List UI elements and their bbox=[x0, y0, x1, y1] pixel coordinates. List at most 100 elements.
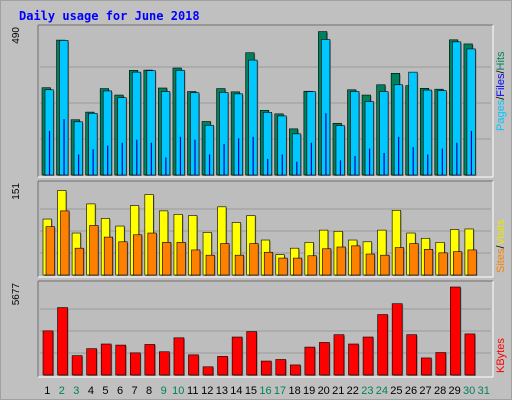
day-label-9: 9 bbox=[161, 385, 167, 397]
bar-sites-day-17 bbox=[278, 257, 288, 276]
day-label-31: 31 bbox=[478, 385, 490, 397]
bar-sites-day-16 bbox=[263, 251, 274, 276]
bar-kbytes-day-6 bbox=[115, 344, 127, 376]
bar-sites-day-21 bbox=[336, 246, 346, 276]
bar-kbytes-day-23 bbox=[362, 336, 374, 376]
bar-sites-day-10 bbox=[176, 242, 186, 276]
legend-kbytes-part-0: KBytes bbox=[495, 338, 507, 373]
day-label-26: 26 bbox=[405, 385, 417, 397]
day-label-16: 16 bbox=[259, 385, 271, 397]
legend-hits-files-pages-part-0: Pages bbox=[495, 99, 507, 131]
bar-kbytes-day-21 bbox=[333, 334, 345, 376]
day-label-29: 29 bbox=[449, 385, 461, 397]
bar-kbytes-day-15 bbox=[246, 331, 257, 376]
bar-sites-day-27 bbox=[423, 249, 434, 276]
day-label-17: 17 bbox=[274, 385, 286, 397]
bar-kbytes-day-12 bbox=[202, 366, 214, 376]
bar-sites-day-2 bbox=[60, 210, 70, 276]
bar-sites-day-11 bbox=[191, 249, 201, 276]
bar-sites-day-13 bbox=[220, 243, 230, 276]
day-label-27: 27 bbox=[419, 385, 431, 397]
bar-sites-day-18 bbox=[293, 257, 303, 276]
bar-kbytes-day-19 bbox=[304, 346, 316, 376]
bar-kbytes-day-11 bbox=[188, 354, 199, 376]
bar-kbytes-day-25 bbox=[391, 303, 403, 376]
bar-kbytes-day-18 bbox=[290, 364, 301, 376]
day-label-24: 24 bbox=[376, 385, 388, 397]
day-label-25: 25 bbox=[390, 385, 402, 397]
bar-sites-day-15 bbox=[249, 243, 259, 276]
bar-sites-day-3 bbox=[74, 247, 84, 276]
day-label-18: 18 bbox=[288, 385, 300, 397]
bar-kbytes-day-3 bbox=[71, 355, 83, 376]
bar-kbytes-day-10 bbox=[173, 337, 185, 376]
bar-sites-day-12 bbox=[205, 254, 215, 276]
legend-sites-visits-part-1: / bbox=[495, 245, 507, 249]
legend-hits-files-pages-part-3: / bbox=[495, 70, 507, 74]
day-label-28: 28 bbox=[434, 385, 446, 397]
bar-kbytes-day-28 bbox=[435, 352, 447, 376]
day-label-23: 23 bbox=[361, 385, 373, 397]
bar-sites-day-30 bbox=[467, 249, 477, 276]
bar-kbytes-day-4 bbox=[86, 348, 97, 376]
bar-kbytes-day-29 bbox=[450, 286, 461, 376]
bar-sites-day-20 bbox=[322, 248, 332, 276]
bar-kbytes-day-8 bbox=[144, 344, 156, 376]
day-label-7: 7 bbox=[132, 385, 138, 397]
bar-sites-day-1 bbox=[45, 226, 55, 276]
bar-sites-day-28 bbox=[438, 252, 448, 276]
bar-kbytes-day-1 bbox=[42, 330, 54, 376]
bar-sites-day-29 bbox=[453, 251, 463, 276]
bar-sites-day-5 bbox=[103, 236, 113, 276]
bar-sites-day-22 bbox=[351, 245, 361, 276]
bar-kbytes-day-27 bbox=[420, 357, 432, 376]
chart-title: Daily usage for June 2018 bbox=[19, 9, 200, 23]
bar-sites-day-25 bbox=[394, 247, 404, 276]
bar-kbytes-day-7 bbox=[129, 352, 141, 376]
legend-sites-visits: Sites/Visits bbox=[495, 219, 507, 273]
bar-sites-day-19 bbox=[307, 255, 317, 276]
bar-kbytes-day-14 bbox=[231, 336, 243, 376]
ymax-label-visits: 151 bbox=[11, 183, 22, 200]
bar-sites-day-7 bbox=[132, 234, 143, 276]
bar-kbytes-day-2 bbox=[57, 307, 68, 376]
bar-sites-day-4 bbox=[89, 225, 99, 276]
bar-sites-day-6 bbox=[118, 241, 128, 276]
legend-sites-visits-part-0: Sites bbox=[495, 248, 507, 273]
day-label-14: 14 bbox=[230, 385, 242, 397]
bar-kbytes-day-26 bbox=[406, 334, 418, 376]
legend-kbytes: KBytes bbox=[495, 338, 507, 373]
bar-sites-day-23 bbox=[365, 253, 375, 276]
legend-hits-files-pages: Pages/Files/Hits bbox=[495, 51, 507, 131]
day-label-8: 8 bbox=[146, 385, 152, 397]
bar-kbytes-day-9 bbox=[159, 351, 170, 376]
legend-hits-files-pages-part-1: / bbox=[495, 96, 507, 100]
day-label-30: 30 bbox=[463, 385, 475, 397]
bar-kbytes-day-5 bbox=[100, 343, 112, 376]
bar-sites-day-9 bbox=[162, 242, 172, 276]
legend-hits-files-pages-part-2: Files bbox=[495, 73, 507, 97]
bar-kbytes-day-13 bbox=[217, 356, 228, 376]
day-label-3: 3 bbox=[73, 385, 79, 397]
bar-kbytes-day-20 bbox=[319, 342, 330, 376]
day-label-1: 1 bbox=[44, 385, 50, 397]
legend-sites-visits-part-2: Visits bbox=[495, 219, 507, 246]
day-label-6: 6 bbox=[117, 385, 123, 397]
day-label-5: 5 bbox=[102, 385, 108, 397]
day-label-4: 4 bbox=[88, 385, 94, 397]
bar-kbytes-day-17 bbox=[275, 359, 287, 376]
day-label-13: 13 bbox=[216, 385, 228, 397]
day-label-11: 11 bbox=[187, 385, 198, 397]
ymax-label-hits: 490 bbox=[11, 27, 22, 44]
bar-kbytes-day-24 bbox=[377, 314, 388, 376]
bar-sites-day-26 bbox=[409, 243, 419, 276]
day-label-2: 2 bbox=[59, 385, 65, 397]
bar-kbytes-day-22 bbox=[348, 343, 359, 376]
bar-sites-day-8 bbox=[147, 232, 157, 276]
day-label-15: 15 bbox=[245, 385, 257, 397]
day-label-21: 21 bbox=[332, 385, 344, 397]
bar-sites-day-14 bbox=[234, 254, 244, 276]
ymax-label-kbytes: 5677 bbox=[11, 283, 22, 306]
